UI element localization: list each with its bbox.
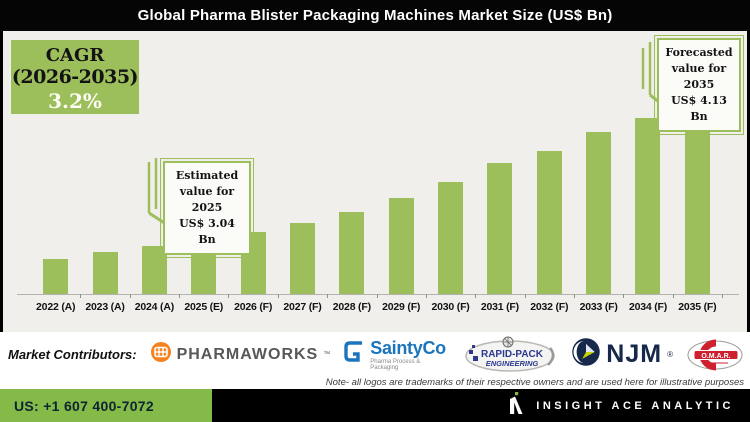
x-tick-label: 2028 (F): [327, 294, 378, 313]
axis-tick: [80, 294, 82, 298]
bar-2029 (F): [388, 198, 414, 294]
axis-tick: [179, 294, 181, 298]
bar-column: [80, 84, 129, 294]
saintyco-tagline: Pharma Process & Packaging: [370, 358, 421, 371]
cagr-label: CAGR: [45, 45, 105, 66]
x-tick-label: 2034 (F): [623, 294, 674, 313]
x-tick-label: 2027 (F): [278, 294, 329, 313]
x-tick-label: 2025 (E): [179, 294, 230, 313]
x-tick-label: 2023 (A): [80, 294, 131, 313]
bar-column: [278, 84, 327, 294]
bar-column: [525, 84, 574, 294]
bar-column: [31, 84, 80, 294]
bar-column: [327, 84, 376, 294]
forecasted-callout-line1: Forecasted: [665, 46, 733, 59]
contributors-strip: Market Contributors: PHARMAWORKS ™: [0, 332, 750, 389]
forecasted-callout-line2: value for 2035: [671, 61, 727, 91]
bar-2032 (F): [536, 151, 562, 294]
axis-tick: [475, 294, 477, 298]
footer-bar: US: +1 607 400-7072 INSIGHT ACE ANALYTIC: [0, 389, 750, 422]
bar-2030 (F): [438, 182, 464, 294]
bar-column: [623, 84, 672, 294]
x-tick-label: 2026 (F): [228, 294, 279, 313]
contributors-label: Market Contributors:: [8, 347, 137, 362]
rapidpack-wordmark-line1: RAPID-PACK: [481, 349, 544, 360]
bar-2033 (F): [586, 132, 612, 294]
omar-wordmark: O.M.A.R.: [701, 352, 730, 359]
bar-2031 (F): [487, 163, 513, 294]
pharmaworks-icon: [150, 341, 172, 368]
estimated-callout-value: US$ 3.04 Bn: [179, 216, 235, 246]
axis-tick: [327, 294, 329, 298]
x-tick-label: 2032 (F): [525, 294, 575, 313]
estimated-value-callout: Estimated value for 2025 US$ 3.04 Bn: [160, 158, 254, 258]
estimated-callout-line2: value for 2025: [179, 184, 235, 214]
axis-tick: [425, 294, 427, 298]
x-tick-label: 2029 (F): [377, 294, 427, 313]
bar-2024 (A): [141, 245, 167, 294]
axis-tick: [129, 294, 131, 298]
x-tick-label: 2030 (F): [426, 294, 477, 313]
bar-2034 (F): [635, 117, 661, 294]
rapidpack-logo: RAPID-PACK ENGINEERING: [462, 335, 558, 375]
axis-tick: [228, 294, 230, 298]
chart-title: Global Pharma Blister Packaging Machines…: [137, 7, 613, 24]
axis-tick: [623, 294, 625, 298]
saintyco-icon: [343, 341, 365, 368]
saintyco-wordmark: SaintyCo: [370, 337, 446, 358]
forecasted-value-callout: Forecasted value for 2035 US$ 4.13 Bn: [654, 35, 744, 135]
bar-2023 (A): [92, 252, 118, 294]
estimated-callout-line1: Estimated: [175, 169, 239, 182]
bar-2022 (A): [43, 259, 69, 294]
njm-registered-mark: ®: [667, 350, 673, 359]
axis-tick: [573, 294, 575, 298]
trademark-note: Note- all logos are trademarks of their …: [325, 377, 744, 388]
axis-tick: [376, 294, 378, 298]
pharmaworks-logo: PHARMAWORKS ™: [150, 341, 331, 368]
x-tick-label: 2024 (A): [130, 294, 181, 313]
bar-column: [130, 84, 179, 294]
phone-number: US: +1 607 400-7072: [14, 397, 154, 414]
insight-ace-logo-icon: [507, 392, 524, 419]
x-tick-label: 2033 (F): [574, 294, 625, 313]
axis-tick: [672, 294, 674, 298]
omar-logo: O.M.A.R.: [686, 339, 744, 371]
njm-icon: [571, 337, 601, 372]
bar-column: [574, 84, 623, 294]
x-tick-label: 2031 (F): [475, 294, 526, 313]
rapidpack-wordmark-line2: ENGINEERING: [486, 359, 539, 368]
njm-logo: NJM ®: [571, 337, 673, 372]
bar-column: [377, 84, 426, 294]
forecasted-callout-value: US$ 4.13 Bn: [671, 93, 727, 123]
njm-wordmark: NJM: [606, 340, 663, 368]
cagr-period: (2026-2035): [11, 66, 139, 88]
saintyco-logo: SaintyCo Pharma Process & Packaging: [343, 339, 449, 371]
pharmaworks-wordmark: PHARMAWORKS: [176, 345, 319, 363]
axis-tick: [277, 294, 279, 298]
x-tick-label: 2022 (A): [31, 294, 82, 313]
brand-block: INSIGHT ACE ANALYTIC: [212, 389, 750, 422]
cagr-badge: CAGR (2026-2035) 3.2%: [11, 40, 139, 114]
x-tick-label: 2035 (F): [673, 294, 724, 313]
bar-2027 (F): [289, 222, 315, 294]
chart-area: CAGR (2026-2035) 3.2% Estimated value fo…: [3, 31, 747, 332]
contact-phone-block: US: +1 607 400-7072: [0, 389, 212, 422]
axis-tick: [524, 294, 526, 298]
title-bar: Global Pharma Blister Packaging Machines…: [0, 0, 750, 31]
pharmaworks-trademark: ™: [323, 351, 331, 358]
x-axis-labels: 2022 (A) 2023 (A) 2024 (A) 2025 (E) 2026 (F)…: [31, 294, 724, 313]
bar-column: [475, 84, 524, 294]
axis-tick: [722, 294, 724, 298]
bar-column: [426, 84, 475, 294]
bar-plot: [31, 84, 722, 294]
cagr-value: 3.2%: [48, 89, 102, 113]
bar-2028 (F): [339, 211, 365, 294]
x-axis-line: [17, 294, 739, 295]
brand-name: INSIGHT ACE ANALYTIC: [536, 399, 734, 412]
